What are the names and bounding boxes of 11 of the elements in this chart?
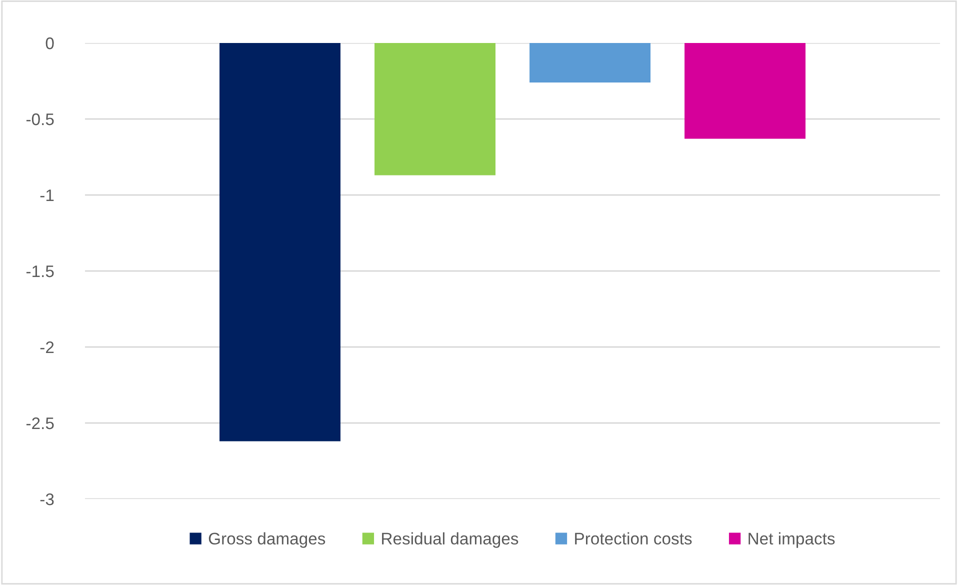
legend-label: Residual damages [382,532,518,548]
y-tick-label: -1.5 [26,266,54,278]
y-tick-label: -1 [40,190,54,202]
y-tick-label: -2 [40,341,54,354]
y-tick-label: 0 [46,37,54,50]
legend-label: Net impacts [748,532,835,548]
legend-label: Gross damages [208,532,326,548]
y-tick-label: -2.5 [26,417,54,430]
legend-label: Protection costs [575,532,692,545]
y-tick-label: -0.5 [26,113,54,126]
y-tick-label: -3 [40,493,54,506]
